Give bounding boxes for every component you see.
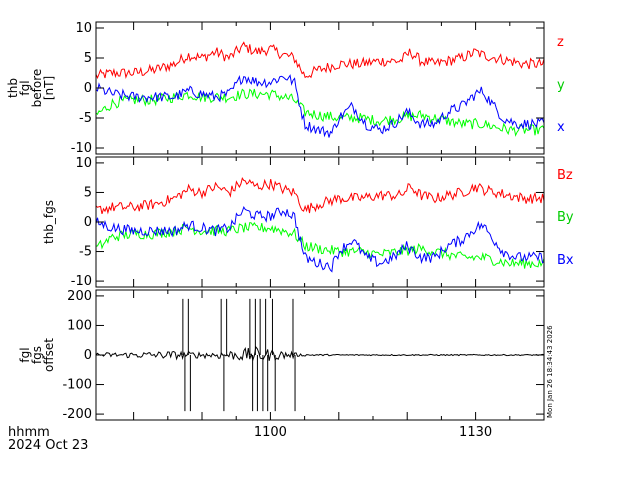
y-tick-label: -5	[79, 245, 92, 260]
generation-timestamp: Mon Jan 26 18:34:43 2026	[546, 325, 554, 418]
legend-x: x	[557, 120, 565, 135]
panel-2-y-ticks: 10 5 0 -5 -10	[71, 156, 544, 289]
panel-3-y-ticks: 200 100 0 -100 -200	[62, 289, 544, 422]
panel-3-x-ticks: 1100 1130	[133, 290, 545, 440]
series-line-x	[96, 74, 544, 138]
y-tick-label: 0	[84, 215, 92, 230]
y-tick-label: 10	[75, 156, 92, 171]
time-axis-label: hhmm	[8, 425, 50, 440]
y-tick-label: 0	[84, 81, 92, 96]
legend-by: By	[557, 210, 574, 225]
y-tick-label: -10	[71, 274, 92, 289]
y-tick-label: -5	[79, 111, 92, 126]
panel-2-x-ticks	[133, 157, 545, 287]
y-tick-label: 0	[84, 348, 92, 363]
y-tick-label: 200	[67, 289, 92, 304]
y-tick-label: -200	[62, 407, 92, 422]
panel-2-frame	[95, 156, 545, 288]
legend-bx: Bx	[557, 253, 574, 268]
panel-3-plot-area	[96, 298, 544, 412]
legend-bz: Bz	[557, 168, 573, 183]
panel-1-plot-area	[96, 41, 544, 138]
legend-y: y	[557, 78, 565, 93]
y-tick-label: -100	[62, 378, 92, 393]
legend-z: z	[557, 35, 564, 50]
x-tick-label: 1130	[459, 425, 492, 440]
panel-1-ylabel-line-2: fgl	[18, 80, 32, 95]
series-line-z	[96, 41, 544, 80]
panel-fgs: 10 5 0 -5 -10 thb_fgs Bz By Bx	[42, 156, 574, 289]
panel-3-ylabel-line-3: offset	[42, 338, 56, 372]
y-tick-label: 10	[75, 21, 92, 36]
panel-2-ylabel: thb_fgs	[42, 200, 56, 244]
panel-fgl-before: 10 5 0 -5 -10 thb fgl before [nT] z y x	[6, 21, 565, 156]
panel-1-y-ticks: 10 5 0 -5 -10	[71, 21, 544, 156]
series-line-y	[96, 88, 544, 137]
date-label: 2024 Oct 23	[8, 438, 89, 453]
panel-2-plot-area	[96, 176, 544, 273]
panel-1-frame	[95, 21, 545, 155]
series-line-Bz	[96, 176, 544, 215]
panel-1-ylabel-line-1: thb	[6, 78, 20, 98]
y-tick-label: 5	[84, 185, 92, 200]
panel-1-x-ticks	[133, 22, 545, 154]
panel-1-ylabel-line-3: before	[30, 69, 44, 108]
series-line-offset	[96, 345, 544, 362]
y-tick-label: 5	[84, 51, 92, 66]
y-tick-label: 100	[67, 318, 92, 333]
series-line-Bx	[96, 205, 544, 273]
series-line-By	[96, 221, 544, 269]
x-tick-label: 1100	[254, 425, 287, 440]
panel-3-ylabel-line-1: fgl	[18, 347, 32, 362]
panel-3-ylabel-line-2: fgs	[30, 346, 44, 364]
y-tick-label: -10	[71, 141, 92, 156]
panel-1-ylabel-line-4: [nT]	[42, 76, 56, 100]
